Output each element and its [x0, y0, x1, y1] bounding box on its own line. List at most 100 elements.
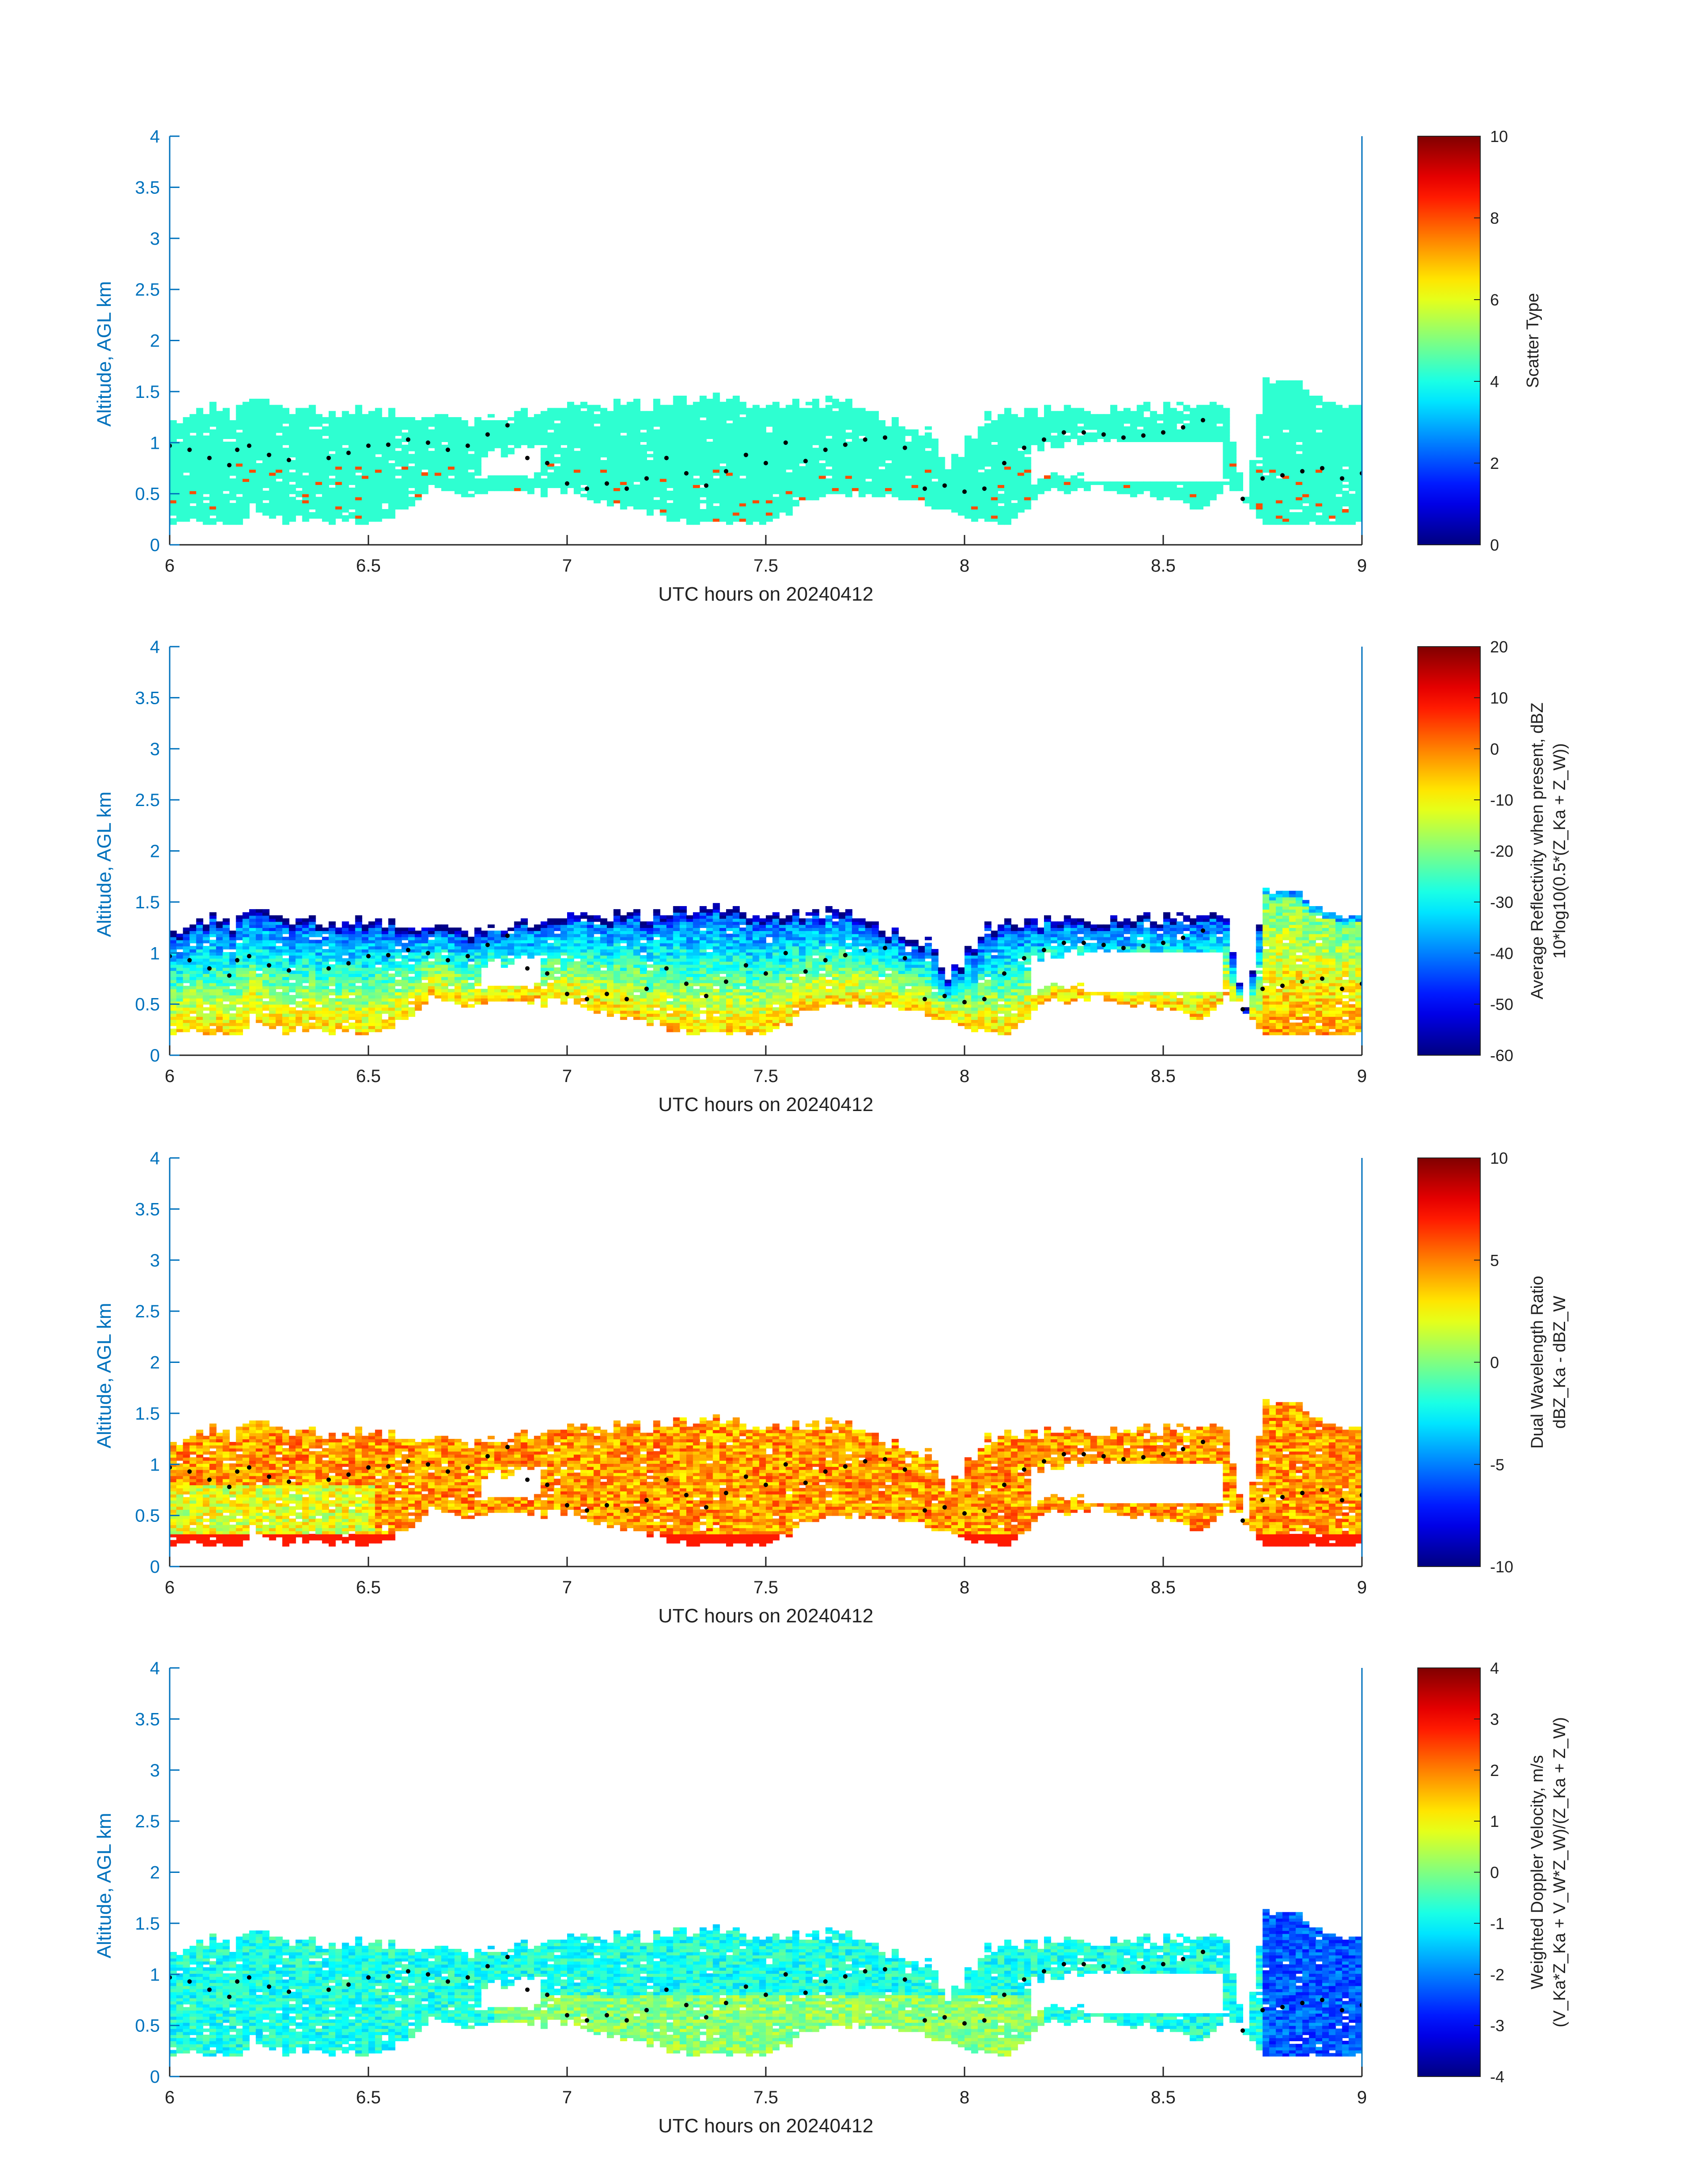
y-axis-label: Altitude, AGL km: [93, 1303, 115, 1448]
data-point-40: [942, 994, 947, 999]
data-point-25: [644, 1498, 649, 1503]
y-tick-label: 0: [150, 1046, 160, 1066]
data-point-7: [267, 1984, 271, 1989]
y-tick-label: 1: [150, 1965, 160, 1985]
data-point-27: [684, 2002, 689, 2007]
data-point-34: [823, 958, 828, 963]
colorbar: -60 -50 -40 -30 -20 -10 0 10 20 Average Reflectiv…: [1417, 638, 1569, 1065]
colorbar-gradient: [1417, 646, 1481, 1056]
data-point-39: [923, 1508, 927, 1513]
data-point-57: [1300, 1491, 1305, 1496]
data-point-13: [406, 1459, 410, 1464]
data-point-6: [247, 954, 251, 959]
data-point-44: [1022, 956, 1027, 961]
data-point-36: [863, 948, 868, 953]
data-point-19: [525, 1987, 530, 1992]
data-point-55: [1260, 986, 1265, 991]
colorbar-tick-label: -10: [1490, 1558, 1513, 1576]
y-tick-label: 3: [150, 229, 160, 249]
data-point-32: [783, 440, 788, 445]
x-tick-label: 7.5: [753, 556, 778, 576]
colorbar-tick-label: -20: [1490, 842, 1513, 861]
x-axis-label: UTC hours on 20240412: [658, 1094, 873, 1116]
data-point-19: [525, 455, 530, 460]
colorbar-tick-label: -1: [1490, 1914, 1504, 1933]
heatmap-cells: [170, 1399, 1362, 1547]
x-tick-label: 6.5: [356, 1578, 381, 1597]
data-point-35: [843, 953, 848, 957]
y-axis-label: Altitude, AGL km: [93, 1813, 115, 1958]
colorbar-tick-label: 6: [1490, 291, 1499, 309]
y-tick-label: 0: [150, 535, 160, 555]
data-point-21: [565, 2013, 569, 2018]
data-point-2: [187, 1979, 192, 1984]
data-point-41: [962, 489, 967, 494]
data-point-10: [346, 1472, 351, 1477]
data-point-52: [1181, 425, 1186, 430]
data-point-26: [664, 1477, 669, 1482]
x-tick-label: 7: [562, 1578, 572, 1597]
x-axis-label: UTC hours on 20240412: [658, 2115, 873, 2137]
y-tick-label: 4: [150, 1659, 160, 1678]
data-point-53: [1201, 1949, 1205, 1954]
data-point-47: [1082, 1962, 1086, 1967]
data-point-33: [803, 459, 808, 464]
data-point-17: [485, 942, 490, 947]
data-point-31: [764, 1483, 768, 1487]
colorbar-label: Dual Wavelength Ratio: [1528, 1276, 1547, 1449]
data-point-13: [406, 1969, 410, 1974]
data-point-41: [962, 2021, 967, 2026]
x-tick-label: 9: [1357, 1578, 1367, 1597]
data-point-55: [1260, 2008, 1265, 2013]
y-tick-label: 3.5: [135, 1199, 160, 1219]
colorbar-tick-label: 20: [1490, 638, 1508, 656]
data-point-33: [803, 1480, 808, 1485]
data-point-42: [982, 1508, 987, 1513]
data-point-9: [326, 455, 331, 460]
data-point-2: [187, 958, 192, 963]
data-point-30: [743, 1984, 748, 1989]
data-point-29: [724, 979, 728, 984]
data-point-3: [207, 455, 212, 460]
data-point-36: [863, 437, 868, 442]
data-point-37: [883, 945, 887, 950]
data-point-21: [565, 991, 569, 996]
y-tick-label: 1.5: [135, 382, 160, 402]
data-point-20: [545, 1483, 550, 1487]
data-point-35: [843, 1464, 848, 1469]
data-point-15: [446, 1979, 450, 1984]
colorbar: -4 -3 -2 -1 0 1 2 3 4 Weighted Doppler Velocity, …: [1417, 1659, 1569, 2086]
data-point-27: [684, 1492, 689, 1497]
data-point-33: [803, 969, 808, 974]
data-point-40: [942, 1505, 947, 1510]
data-point-33: [803, 1990, 808, 1995]
colorbar-tick-label: 1: [1490, 1812, 1499, 1830]
data-point-40: [942, 483, 947, 488]
data-point-20: [545, 1993, 550, 1997]
data-point-16: [465, 954, 470, 959]
data-point-16: [465, 1975, 470, 1980]
x-tick-label: 7: [562, 2088, 572, 2107]
data-point-59: [1340, 1498, 1345, 1503]
y-tick-label: 0.5: [135, 2016, 160, 2036]
y-tick-label: 3.5: [135, 688, 160, 708]
y-tick-label: 0: [150, 1557, 160, 1577]
data-point-58: [1320, 1488, 1324, 1492]
data-point-50: [1141, 944, 1146, 949]
data-point-39: [923, 486, 927, 491]
chart-panel-4: 6 6.5 7 7.5 8 8.5 9 0 0.5 1 1.5 2 2.5 3 3.5 4 UTC hours …: [93, 1659, 1569, 2137]
data-point-43: [1002, 971, 1006, 976]
data-point-35: [843, 442, 848, 447]
data-point-31: [764, 1993, 768, 1997]
data-point-20: [545, 461, 550, 465]
data-point-8: [287, 968, 291, 973]
data-point-34: [823, 1979, 828, 1984]
data-point-59: [1340, 2008, 1345, 2013]
data-point-27: [684, 471, 689, 476]
data-point-28: [704, 1505, 709, 1510]
data-point-29: [724, 2001, 728, 2006]
data-point-4: [227, 1994, 232, 1999]
data-point-48: [1101, 1454, 1106, 1458]
colorbar-tick-label: -3: [1490, 2017, 1504, 2035]
